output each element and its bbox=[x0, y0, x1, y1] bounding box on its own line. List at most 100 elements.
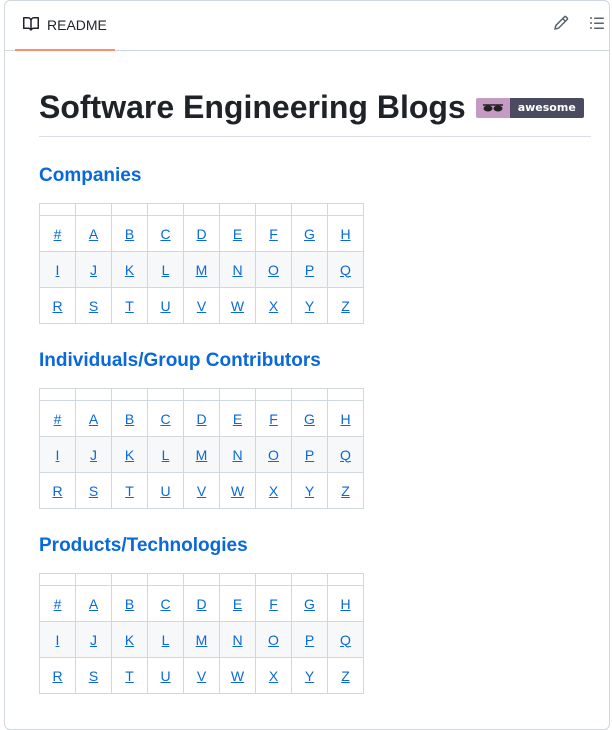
letter-link[interactable]: V bbox=[196, 297, 207, 314]
section-heading[interactable]: Individuals/Group Contributors bbox=[39, 350, 321, 371]
letter-link[interactable]: A bbox=[88, 595, 99, 612]
letter-link[interactable]: F bbox=[269, 225, 278, 242]
table-cell: Z bbox=[327, 657, 364, 694]
letter-link[interactable]: # bbox=[53, 410, 62, 427]
letter-link[interactable]: U bbox=[160, 482, 171, 499]
letter-link[interactable]: T bbox=[125, 482, 134, 499]
letter-link[interactable]: P bbox=[304, 261, 315, 278]
table-cell: G bbox=[291, 400, 328, 437]
awesome-badge[interactable]: awesome bbox=[475, 97, 584, 118]
letter-link[interactable]: R bbox=[52, 667, 63, 684]
letter-link[interactable]: Z bbox=[341, 482, 350, 499]
letter-link[interactable]: # bbox=[53, 595, 62, 612]
letter-link[interactable]: R bbox=[52, 297, 63, 314]
letter-link[interactable]: M bbox=[195, 261, 208, 278]
letter-link[interactable]: H bbox=[340, 225, 351, 242]
letter-link[interactable]: P bbox=[304, 631, 315, 648]
table-cell: O bbox=[255, 251, 292, 288]
letter-link[interactable]: R bbox=[52, 482, 63, 499]
letter-link[interactable]: G bbox=[304, 595, 315, 612]
letter-link[interactable]: Y bbox=[304, 667, 315, 684]
letter-link[interactable]: C bbox=[160, 410, 171, 427]
letter-link[interactable]: S bbox=[88, 297, 99, 314]
table-header-cell bbox=[75, 388, 112, 401]
letter-link[interactable]: F bbox=[269, 410, 278, 427]
letter-link[interactable]: E bbox=[232, 225, 243, 242]
section-heading[interactable]: Products/Technologies bbox=[39, 535, 248, 556]
letter-link[interactable]: W bbox=[230, 667, 245, 684]
table-cell: Y bbox=[291, 287, 328, 324]
letter-link[interactable]: H bbox=[340, 595, 351, 612]
letter-link[interactable]: Q bbox=[340, 631, 351, 648]
letter-link[interactable]: T bbox=[125, 667, 134, 684]
letter-link[interactable]: Z bbox=[341, 297, 350, 314]
letter-link[interactable]: N bbox=[232, 631, 243, 648]
letter-link[interactable]: M bbox=[195, 631, 208, 648]
letter-link[interactable]: Y bbox=[304, 482, 315, 499]
letter-link[interactable]: O bbox=[268, 446, 279, 463]
letter-link[interactable]: T bbox=[125, 297, 134, 314]
letter-link[interactable]: M bbox=[195, 446, 208, 463]
letter-link[interactable]: D bbox=[196, 595, 207, 612]
letter-link[interactable]: I bbox=[55, 261, 60, 278]
letter-link[interactable]: A bbox=[88, 410, 99, 427]
letter-link[interactable]: G bbox=[304, 410, 315, 427]
letter-link[interactable]: V bbox=[196, 482, 207, 499]
letter-link[interactable]: A bbox=[88, 225, 99, 242]
table-cell: A bbox=[75, 585, 112, 622]
letter-link[interactable]: E bbox=[232, 410, 243, 427]
table-cell: T bbox=[111, 657, 148, 694]
letter-link[interactable]: I bbox=[55, 631, 60, 648]
letter-link[interactable]: U bbox=[160, 297, 171, 314]
table-cell: A bbox=[75, 215, 112, 252]
letter-link[interactable]: L bbox=[161, 631, 170, 648]
table-cell: S bbox=[75, 287, 112, 324]
letter-link[interactable]: J bbox=[90, 631, 97, 648]
letter-link[interactable]: B bbox=[124, 595, 135, 612]
letter-link[interactable]: O bbox=[268, 631, 279, 648]
list-icon[interactable] bbox=[589, 15, 605, 31]
letter-link[interactable]: W bbox=[230, 482, 245, 499]
letter-link[interactable]: Z bbox=[341, 667, 350, 684]
letter-link[interactable]: W bbox=[230, 297, 245, 314]
letter-link[interactable]: C bbox=[160, 595, 171, 612]
letter-link[interactable]: N bbox=[232, 261, 243, 278]
letter-link[interactable]: I bbox=[55, 446, 60, 463]
letter-link[interactable]: N bbox=[232, 446, 243, 463]
letter-link[interactable]: X bbox=[268, 667, 279, 684]
letter-link[interactable]: G bbox=[304, 225, 315, 242]
table-cell: I bbox=[39, 621, 76, 658]
letter-link[interactable]: K bbox=[124, 261, 135, 278]
letter-link[interactable]: D bbox=[196, 225, 207, 242]
pencil-icon[interactable] bbox=[553, 15, 569, 31]
letter-link[interactable]: J bbox=[90, 446, 97, 463]
letter-link[interactable]: C bbox=[160, 225, 171, 242]
letter-link[interactable]: S bbox=[88, 667, 99, 684]
letter-link[interactable]: X bbox=[268, 482, 279, 499]
letter-link[interactable]: S bbox=[88, 482, 99, 499]
letter-link[interactable]: D bbox=[196, 410, 207, 427]
tab-readme[interactable]: README bbox=[15, 1, 115, 51]
letter-link[interactable]: Q bbox=[340, 446, 351, 463]
letter-link[interactable]: Y bbox=[304, 297, 315, 314]
letter-link[interactable]: L bbox=[161, 446, 170, 463]
letter-link[interactable]: # bbox=[53, 225, 62, 242]
letter-link[interactable]: O bbox=[268, 261, 279, 278]
letter-link[interactable]: K bbox=[124, 446, 135, 463]
table-cell: H bbox=[327, 585, 364, 622]
letter-link[interactable]: H bbox=[340, 410, 351, 427]
letter-link[interactable]: L bbox=[161, 261, 170, 278]
letter-link[interactable]: U bbox=[160, 667, 171, 684]
letter-link[interactable]: B bbox=[124, 225, 135, 242]
letter-link[interactable]: E bbox=[232, 595, 243, 612]
section-heading[interactable]: Companies bbox=[39, 165, 142, 186]
table-row: R S T U V W X Y Z bbox=[39, 287, 364, 324]
letter-link[interactable]: F bbox=[269, 595, 278, 612]
letter-link[interactable]: V bbox=[196, 667, 207, 684]
letter-link[interactable]: B bbox=[124, 410, 135, 427]
letter-link[interactable]: J bbox=[90, 261, 97, 278]
letter-link[interactable]: X bbox=[268, 297, 279, 314]
letter-link[interactable]: K bbox=[124, 631, 135, 648]
letter-link[interactable]: P bbox=[304, 446, 315, 463]
letter-link[interactable]: Q bbox=[340, 261, 351, 278]
